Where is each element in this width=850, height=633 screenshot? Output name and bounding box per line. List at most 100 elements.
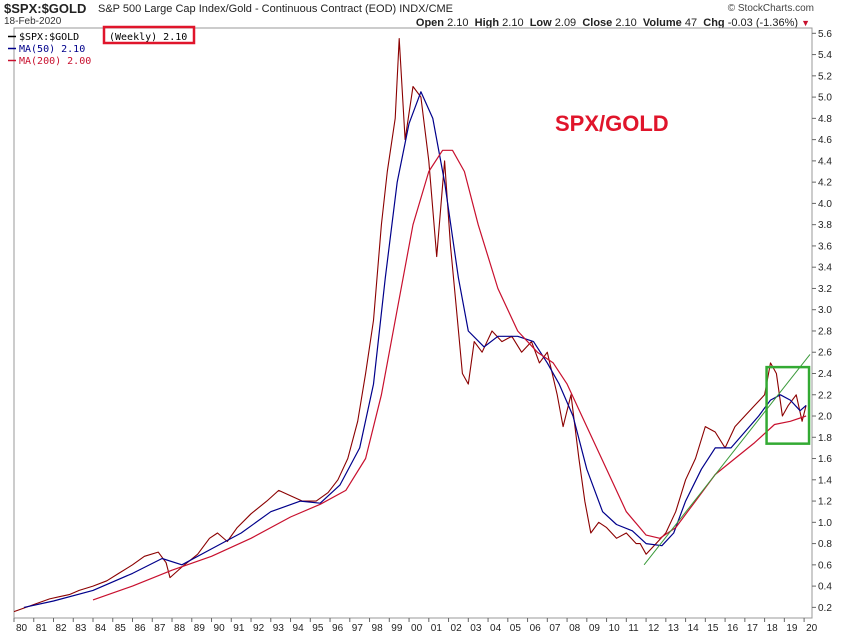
x-tick-label: 99: [391, 623, 403, 633]
x-tick-label: 09: [589, 623, 601, 633]
y-tick-label: 5.2: [818, 71, 832, 82]
x-tick-label: 20: [806, 623, 818, 633]
x-tick-label: 94: [293, 623, 305, 633]
x-tick-label: 11: [628, 623, 639, 633]
x-tick-label: 14: [688, 623, 700, 633]
x-tick-label: 01: [431, 623, 443, 633]
ma50-series-line[interactable]: [23, 91, 807, 608]
trend-line[interactable]: [643, 354, 811, 566]
y-tick-label: 5.4: [818, 50, 832, 61]
y-tick-label: 0.8: [818, 539, 832, 550]
x-tick-label: 10: [609, 623, 621, 633]
x-tick-label: 15: [707, 623, 719, 633]
x-tick-label: 85: [115, 623, 127, 633]
open-value: 2.10: [447, 17, 469, 29]
y-tick-label: 3.0: [818, 305, 832, 316]
y-tick-label: 2.2: [818, 390, 832, 401]
x-tick-label: 05: [510, 623, 522, 633]
y-tick-label: 4.2: [818, 178, 832, 189]
chart-title-annotation: SPX/GOLD: [555, 111, 669, 136]
legend-label: MA(200) 2.00: [19, 56, 91, 67]
x-tick-label: 91: [233, 623, 245, 633]
x-tick-label: 83: [75, 623, 87, 633]
legend-label: $SPX:$GOLD: [19, 32, 79, 43]
x-tick-label: 92: [253, 623, 265, 633]
y-tick-label: 0.6: [818, 560, 832, 571]
x-tick-label: 97: [352, 623, 364, 633]
high-label: High: [474, 17, 500, 29]
x-tick-label: 90: [214, 623, 226, 633]
y-tick-label: 4.6: [818, 135, 832, 146]
y-tick-label: 2.8: [818, 326, 832, 337]
x-tick-label: 12: [648, 623, 660, 633]
y-tick-label: 3.6: [818, 241, 832, 252]
close-value: 2.10: [615, 17, 637, 29]
legend-label: MA(50) 2.10: [19, 44, 85, 55]
x-tick-label: 03: [470, 623, 482, 633]
y-tick-label: 3.4: [818, 263, 832, 274]
y-tick-label: 0.2: [818, 603, 832, 614]
y-tick-label: 4.8: [818, 114, 832, 125]
y-tick-label: 1.6: [818, 454, 832, 465]
chart-date: 18-Feb-2020: [4, 16, 62, 27]
x-tick-label: 13: [668, 623, 680, 633]
y-tick-label: 1.8: [818, 433, 832, 444]
highlight-box: [765, 365, 811, 445]
y-tick-label: 1.4: [818, 475, 832, 486]
down-arrow-icon: ▼: [801, 18, 810, 28]
volume-value: 47: [684, 17, 698, 29]
legend-value: (Weekly) 2.10: [109, 32, 187, 43]
y-tick-label: 1.2: [818, 497, 832, 508]
chart-symbol: $SPX:$GOLD: [4, 1, 87, 16]
x-tick-label: 82: [56, 623, 68, 633]
x-tick-label: 89: [194, 623, 206, 633]
x-tick-label: 16: [727, 623, 739, 633]
ohlc-bar: Open 2.10 High 2.10 Low 2.09 Close 2.10 …: [416, 17, 810, 29]
close-label: Close: [582, 17, 613, 29]
x-tick-label: 00: [411, 623, 423, 633]
x-tick-label: 87: [154, 623, 166, 633]
x-tick-label: 86: [135, 623, 147, 633]
high-value: 2.10: [502, 17, 524, 29]
price-series-line[interactable]: [13, 38, 807, 613]
x-tick-label: 06: [530, 623, 542, 633]
y-tick-label: 4.0: [818, 199, 832, 210]
y-tick-label: 3.2: [818, 284, 832, 295]
x-tick-label: 88: [174, 623, 186, 633]
y-tick-label: 5.0: [818, 93, 832, 104]
x-tick-label: 18: [767, 623, 779, 633]
x-tick-label: 17: [747, 623, 759, 633]
x-tick-label: 02: [451, 623, 463, 633]
x-tick-label: 04: [490, 623, 502, 633]
chg-value: -0.03 (-1.36%): [727, 17, 799, 29]
y-tick-label: 2.4: [818, 369, 832, 380]
y-tick-label: 2.0: [818, 412, 832, 423]
open-label: Open: [415, 17, 445, 29]
x-tick-label: 08: [569, 623, 581, 633]
x-tick-label: 84: [95, 623, 107, 633]
y-tick-label: 5.6: [818, 29, 832, 40]
x-tick-label: 80: [16, 623, 28, 633]
brand-watermark[interactable]: © StockCharts.com: [727, 3, 814, 14]
chg-label: Chg: [703, 17, 725, 29]
x-tick-label: 81: [36, 623, 48, 633]
y-tick-label: 3.8: [818, 220, 832, 231]
plot-area: [13, 27, 813, 619]
volume-label: Volume: [642, 17, 682, 29]
y-tick-label: 2.6: [818, 348, 832, 359]
x-tick-label: 07: [549, 623, 561, 633]
legend-value-highlight: [102, 25, 196, 45]
x-tick-label: 96: [332, 623, 344, 633]
y-tick-label: 1.0: [818, 518, 832, 529]
low-value: 2.09: [554, 17, 577, 29]
low-label: Low: [529, 17, 552, 29]
x-tick-label: 93: [273, 623, 285, 633]
x-tick-label: 98: [372, 623, 384, 633]
x-tick-label: 95: [312, 623, 324, 633]
x-tick-label: 19: [786, 623, 798, 633]
y-tick-label: 4.4: [818, 156, 832, 167]
y-tick-label: 0.4: [818, 582, 832, 593]
chart-description: S&P 500 Large Cap Index/Gold - Continuou…: [98, 3, 454, 15]
ma200-series-line[interactable]: [92, 149, 807, 601]
